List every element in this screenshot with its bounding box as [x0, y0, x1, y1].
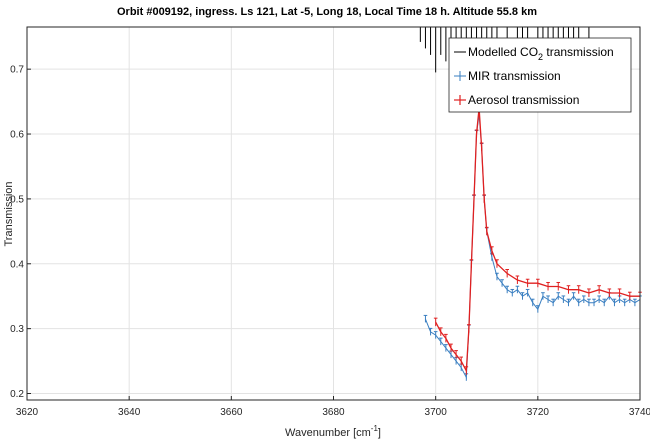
legend-co2-rest: transmission [543, 45, 614, 59]
legend-co2-sub: 2 [538, 52, 543, 62]
x-axis-label: Wavenumber [cm-1] [285, 424, 381, 439]
x-axis: 3620 3640 3660 3680 3700 3720 3740 [16, 396, 650, 418]
legend-box [448, 37, 632, 113]
x-tick-label-6: 3740 [629, 407, 650, 418]
y-axis: 0.2 0.3 0.4 0.5 0.6 0.7 [10, 65, 31, 400]
legend-label-aerosol: Aerosol transmission [468, 93, 579, 107]
y-axis-label: Transmission [3, 182, 15, 247]
x-tick-label-1: 3640 [118, 407, 141, 418]
x-tick-label-0: 3620 [16, 407, 39, 418]
legend-label-mir: MIR transmission [468, 69, 561, 83]
x-tick-label-3: 3680 [322, 407, 345, 418]
x-tick-label-4: 3700 [425, 407, 448, 418]
x-axis-label-text: Wavenumber [cm [285, 427, 371, 439]
legend-label-co2: Modelled CO2 transmission [468, 45, 614, 62]
x-tick-label-5: 3720 [527, 407, 550, 418]
x-axis-label-sup: -1 [371, 424, 379, 433]
y-tick-label-3: 0.5 [10, 194, 24, 205]
grid [26, 27, 641, 400]
y-tick-label-1: 0.3 [10, 324, 24, 335]
y-tick-label-2: 0.4 [10, 259, 24, 270]
chart-title: Orbit #009192, ingress. Ls 121, Lat -5, … [117, 6, 537, 18]
legend-co2-text: Modelled CO [468, 45, 538, 59]
legend: Modelled CO2 transmission MIR transmissi… [448, 37, 632, 113]
y-tick-label-5: 0.7 [10, 65, 24, 76]
y-tick-label-4: 0.6 [10, 130, 24, 141]
x-tick-label-2: 3660 [220, 407, 243, 418]
y-tick-label-0: 0.2 [10, 389, 24, 400]
series-layer [423, 103, 642, 381]
x-axis-label-close: ] [378, 427, 381, 439]
